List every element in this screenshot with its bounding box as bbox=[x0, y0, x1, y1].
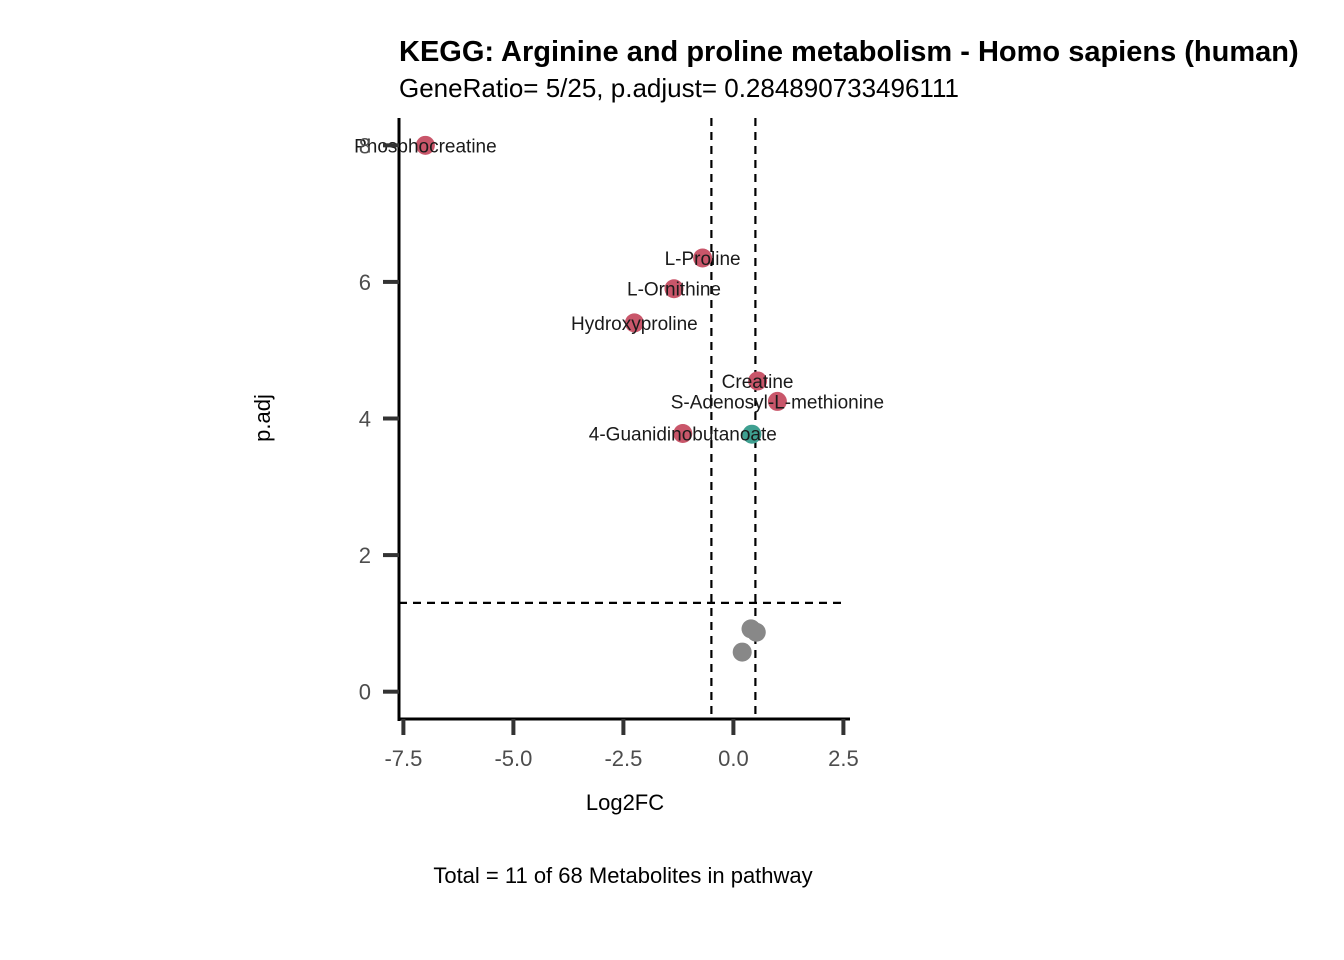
point-label-2: L-Ornithine bbox=[627, 280, 721, 301]
y-tick-label-1: 2 bbox=[359, 543, 371, 568]
y-tick-label-4: 8 bbox=[359, 133, 371, 158]
x-tick-label-4: 2.5 bbox=[828, 746, 859, 771]
x-axis-title: Log2FC bbox=[586, 790, 664, 815]
chart-caption: Total = 11 of 68 Metabolites in pathway bbox=[433, 863, 812, 888]
data-point-9 bbox=[746, 622, 766, 642]
x-tick-label-2: -2.5 bbox=[604, 746, 642, 771]
point-label-3: Hydroxyproline bbox=[571, 314, 698, 335]
data-point-4 bbox=[748, 371, 768, 391]
y-axis-ticks: 0 2 4 6 8 bbox=[359, 133, 399, 705]
chart-subtitle: GeneRatio= 5/25, p.adjust= 0.28489073349… bbox=[399, 73, 959, 103]
point-label-5: S-Adenosyl-L-methionine bbox=[671, 392, 884, 413]
point-label-6: 4-Guanidinobutanoate bbox=[589, 425, 777, 446]
x-tick-label-3: 0.0 bbox=[718, 746, 749, 771]
data-point-0 bbox=[415, 135, 435, 155]
point-labels: Phosphocreatine L-Proline L-Ornithine Hydro… bbox=[354, 136, 884, 445]
chart-title: KEGG: Arginine and proline metabolism - … bbox=[399, 36, 1299, 68]
point-label-0: Phosphocreatine bbox=[354, 136, 497, 157]
data-point-10 bbox=[732, 642, 752, 662]
data-point-2 bbox=[664, 279, 684, 299]
y-tick-label-2: 4 bbox=[359, 407, 371, 432]
threshold-lines bbox=[399, 118, 844, 719]
data-points bbox=[415, 135, 787, 662]
y-tick-label-0: 0 bbox=[359, 680, 371, 705]
data-point-6 bbox=[673, 424, 693, 444]
data-point-1 bbox=[693, 248, 713, 268]
x-axis-ticks: -7.5 -5.0 -2.5 0.0 2.5 bbox=[384, 719, 859, 771]
point-label-1: L-Proline bbox=[665, 249, 741, 270]
data-point-5 bbox=[767, 391, 787, 411]
y-tick-label-3: 6 bbox=[359, 270, 371, 295]
y-axis-title: p.adj bbox=[250, 394, 275, 442]
data-point-7 bbox=[742, 424, 762, 444]
data-point-3 bbox=[624, 313, 644, 333]
x-tick-label-1: -5.0 bbox=[494, 746, 532, 771]
x-tick-label-0: -7.5 bbox=[384, 746, 422, 771]
point-label-4: Creatine bbox=[722, 372, 794, 393]
